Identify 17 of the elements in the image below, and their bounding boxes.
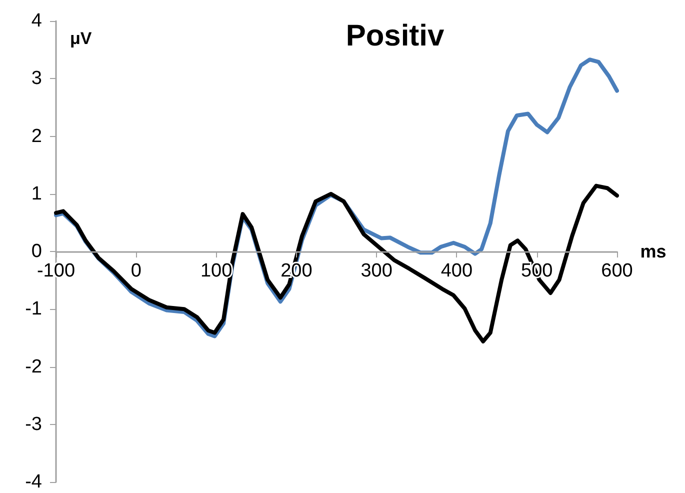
y-tick-label: 1 (31, 183, 42, 204)
y-tick-label: -4 (25, 472, 42, 492)
y-tick-label: -2 (25, 356, 42, 378)
y-tick-label: 2 (31, 126, 42, 147)
chart-title: Positiv (346, 20, 444, 52)
y-tick-label: 0 (31, 241, 42, 262)
y-tick-label: -1 (25, 298, 42, 320)
x-tick-label: 300 (360, 260, 392, 282)
y-axis-title: μV (70, 29, 92, 48)
y-tick-label: 4 (31, 10, 42, 32)
x-axis-title: ms (640, 242, 666, 262)
y-tick-label: -3 (25, 414, 42, 435)
x-tick-label: -100 (36, 260, 76, 282)
x-tick-label: 600 (601, 260, 633, 282)
y-tick-label: 3 (31, 68, 42, 90)
x-tick-label: 400 (440, 260, 473, 282)
x-tick-label: 0 (130, 260, 142, 282)
